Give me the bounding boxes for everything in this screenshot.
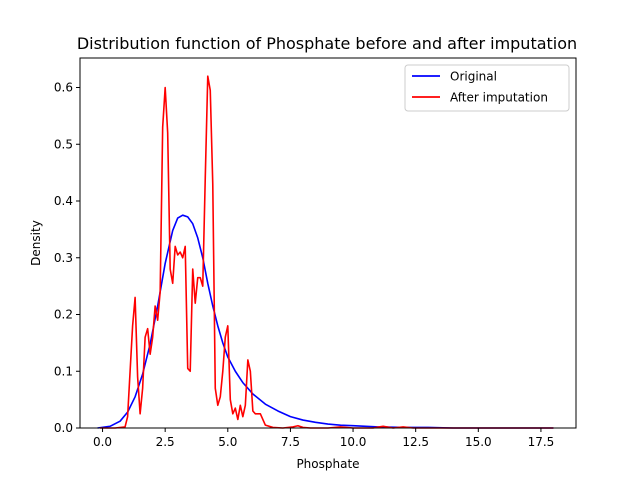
legend-frame bbox=[404, 64, 570, 112]
axes-frame bbox=[79, 57, 577, 429]
y-tick-label: 0.0 bbox=[54, 421, 73, 435]
x-tick-label: 2.5 bbox=[156, 435, 175, 449]
y-tick-label: 0.2 bbox=[54, 308, 73, 322]
legend-label-after-imputation: After imputation bbox=[450, 91, 548, 105]
legend: Original After imputation bbox=[404, 64, 570, 112]
y-tick-label: 0.6 bbox=[54, 81, 73, 95]
y-axis-label: Density bbox=[29, 220, 43, 266]
y-tick-label: 0.4 bbox=[54, 194, 73, 208]
x-tick-label: 5.0 bbox=[218, 435, 237, 449]
x-tick-label: 7.5 bbox=[281, 435, 300, 449]
x-tick-label: 15.0 bbox=[465, 435, 492, 449]
x-axis-label: Phosphate bbox=[296, 457, 359, 471]
chart-title: Distribution function of Phosphate befor… bbox=[77, 34, 577, 53]
x-tick-label: 0.0 bbox=[93, 435, 112, 449]
x-tick-label: 12.5 bbox=[402, 435, 429, 449]
x-tick-label: 17.5 bbox=[528, 435, 555, 449]
y-axis-ticks: 0.0 0.1 0.2 0.3 0.4 0.5 0.6 bbox=[54, 81, 80, 435]
x-axis-ticks: 0.0 2.5 5.0 7.5 10.0 12.5 15.0 17.5 bbox=[93, 428, 554, 449]
y-tick-label: 0.1 bbox=[54, 364, 73, 378]
y-tick-label: 0.3 bbox=[54, 251, 73, 265]
y-tick-label: 0.5 bbox=[54, 137, 73, 151]
x-tick-label: 10.0 bbox=[340, 435, 367, 449]
legend-label-original: Original bbox=[450, 70, 497, 84]
